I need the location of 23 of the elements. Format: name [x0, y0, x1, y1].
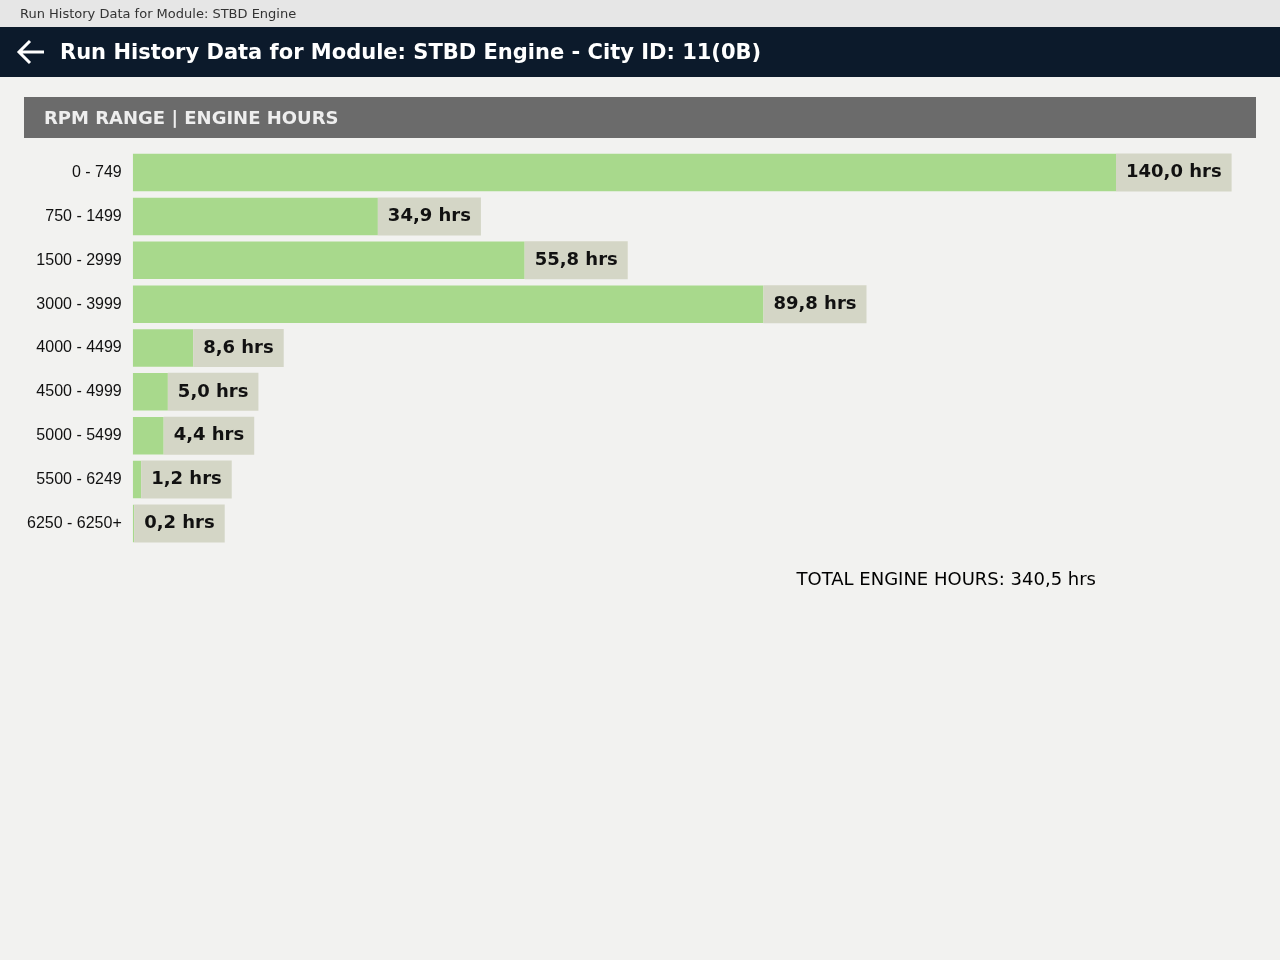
- text: TOTAL ENGINE HOURS: 340,5 hrs: [795, 568, 1097, 589]
- y-tick-label: 3000 - 3999: [36, 294, 122, 312]
- chart-subtitle: RPM RANGE | ENGINE HOURS: [24, 97, 1256, 138]
- y-tick-label: 750 - 1499: [45, 206, 122, 224]
- data-label: 0,2 hrs: [144, 511, 215, 533]
- data-label: 1,2 hrs: [151, 467, 222, 489]
- y-tick-label: 6250 - 6250+: [27, 513, 122, 531]
- data-label: 8,6 hrs: [203, 335, 274, 357]
- data-label: 4,4 hrs: [173, 423, 245, 445]
- y-tick-label: 5500 - 6249: [36, 470, 122, 488]
- data-label: 34,9 hrs: [387, 204, 471, 226]
- data-label: 5,0 hrs: [177, 379, 249, 401]
- y-tick-label: 4500 - 4999: [36, 382, 122, 400]
- y-tick-label: 1500 - 2999: [36, 250, 122, 268]
- data-label: 140,0 hrs: [1126, 160, 1222, 182]
- chart-title: Run History Data for Module: STBD Engine - City ID: 11(0B): [60, 40, 762, 64]
- text: Run History Data for Module: STBD Engine: [0, 0, 1280, 27]
- y-tick-label: 4000 - 4499: [36, 338, 122, 356]
- data-label: 55,8 hrs: [534, 247, 618, 269]
- data-label: 89,8 hrs: [773, 291, 857, 313]
- bar: [132, 460, 142, 499]
- y-tick-label: 0 - 749: [71, 162, 122, 180]
- y-tick-label: 5000 - 5499: [36, 426, 122, 444]
